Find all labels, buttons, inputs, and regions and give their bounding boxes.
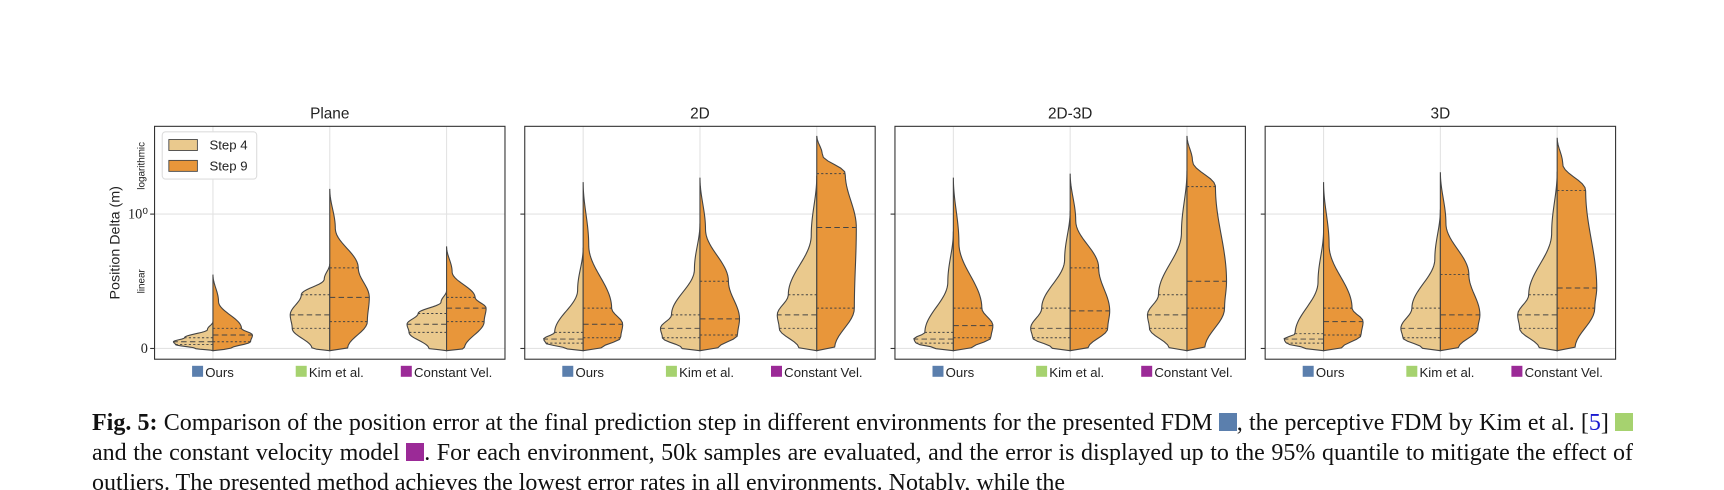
category-color xyxy=(1511,365,1523,377)
axes-frame xyxy=(524,125,876,360)
violin-half xyxy=(406,290,448,352)
category-color xyxy=(932,365,944,377)
violin-half xyxy=(1517,171,1558,352)
violin-half xyxy=(816,135,857,352)
x-tick-label: Ours xyxy=(575,365,604,380)
violin-half xyxy=(1186,135,1228,352)
y-axis-label: Position Delta (m) xyxy=(107,186,123,299)
violin-half xyxy=(172,321,214,352)
y-scale-label: linear xyxy=(137,268,148,293)
color-square xyxy=(1615,413,1633,431)
violin-half xyxy=(1030,210,1071,352)
x-tick-label: Constant Vel. xyxy=(784,365,862,380)
category-color xyxy=(295,365,307,377)
category-color xyxy=(1302,365,1314,377)
color-square xyxy=(406,443,425,461)
chart-title: Plane xyxy=(310,106,349,123)
citation[interactable]: 5 xyxy=(1588,410,1601,436)
violin-half xyxy=(699,177,741,352)
x-tick-label: Constant Vel. xyxy=(1154,365,1232,380)
x-tick-label: Constant Vel. xyxy=(1525,365,1603,380)
violin-half xyxy=(913,231,954,352)
caption-label: Fig. 5: xyxy=(92,410,158,436)
violin-half xyxy=(776,175,818,352)
color-square xyxy=(1218,413,1237,431)
legend-swatch xyxy=(168,139,198,151)
axes-frame xyxy=(1264,125,1617,360)
violin-half xyxy=(289,263,331,352)
violin-half xyxy=(1146,170,1188,352)
violin-half xyxy=(582,182,624,352)
violin-half xyxy=(543,247,584,352)
violin-half xyxy=(952,177,994,352)
category-color xyxy=(192,365,204,377)
category-color xyxy=(1141,365,1153,377)
caption-text: , the perceptive FDM by Kim et al. [ xyxy=(1236,410,1589,436)
category-color xyxy=(771,365,782,377)
axes-frame xyxy=(894,125,1246,360)
legend-swatch xyxy=(168,159,198,172)
violin-half xyxy=(329,188,370,352)
x-tick-label: Ours xyxy=(205,365,234,380)
violin-half xyxy=(1556,137,1598,352)
axes-frame xyxy=(154,125,506,360)
figure: Plane 0 10⁰ Ours Kim et al. Constant Vel. Posi… xyxy=(107,106,1617,380)
x-tick-label: Kim et al. xyxy=(309,365,364,380)
legend-label: Step 9 xyxy=(209,158,247,173)
x-tick-label: Constant Vel. xyxy=(414,365,492,380)
y-tick-label: 10⁰ xyxy=(128,206,148,222)
violin-half xyxy=(212,274,254,352)
chart-title: 2D-3D xyxy=(1048,106,1092,123)
violin-half xyxy=(1400,209,1441,352)
violin-half xyxy=(1069,173,1111,352)
category-color xyxy=(1036,365,1048,377)
category-color xyxy=(562,365,574,377)
legend-label: Step 4 xyxy=(209,137,247,152)
caption-text: ] xyxy=(1600,410,1609,436)
violin-half xyxy=(1283,230,1325,352)
category-color xyxy=(665,365,677,377)
caption-text: Comparison of the position error at the … xyxy=(163,410,1213,436)
violin-half xyxy=(446,246,487,352)
category-color xyxy=(1406,365,1418,377)
y-tick-label: 0 xyxy=(141,341,148,357)
chart-title: 2D xyxy=(690,106,710,123)
violin-half xyxy=(1439,172,1481,352)
caption: Fig. 5: Comparison of the position error… xyxy=(92,408,1633,490)
x-tick-label: Kim et al. xyxy=(1049,365,1104,380)
x-tick-label: Kim et al. xyxy=(679,365,734,380)
chart-title: 3D xyxy=(1431,106,1451,123)
x-tick-label: Ours xyxy=(946,365,975,380)
x-tick-label: Ours xyxy=(1316,365,1345,380)
y-scale-label: logarithmic xyxy=(137,142,148,190)
violin-half xyxy=(659,223,701,352)
category-color xyxy=(400,365,412,377)
caption-text: . For each environment, 50k samples are … xyxy=(92,440,1633,490)
violin-half xyxy=(1323,182,1364,352)
caption-text: and the constant velocity model xyxy=(92,440,400,466)
x-tick-label: Kim et al. xyxy=(1420,365,1475,380)
